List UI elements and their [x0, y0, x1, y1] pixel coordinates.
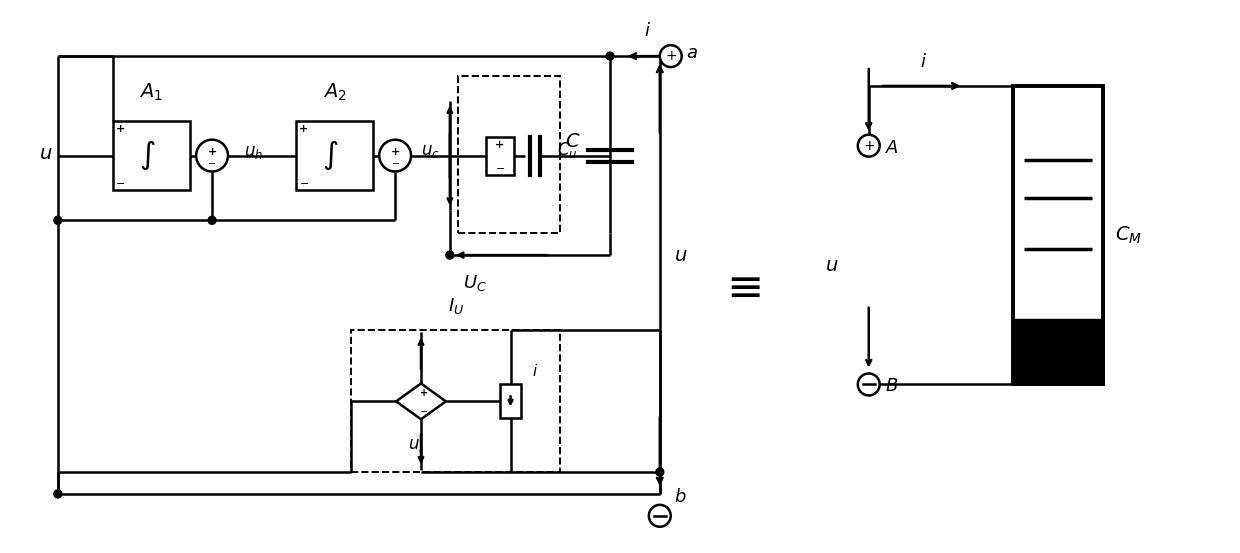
Circle shape: [208, 216, 216, 225]
Text: $+$: $+$: [665, 49, 677, 63]
Text: $-$: $-$: [299, 178, 309, 187]
Text: $-$: $-$: [495, 161, 505, 171]
Text: $C$: $C$: [564, 132, 580, 151]
Text: $I_U$: $I_U$: [448, 296, 464, 316]
Text: $a$: $a$: [686, 44, 698, 62]
Circle shape: [379, 140, 410, 171]
Bar: [1013, 86, 1102, 384]
Text: $u$: $u$: [40, 144, 53, 163]
Bar: [351, 330, 560, 472]
Text: +: +: [115, 124, 125, 134]
Text: +: +: [495, 140, 505, 150]
Circle shape: [858, 135, 879, 156]
Circle shape: [606, 52, 614, 60]
Text: $u_c$: $u_c$: [422, 142, 440, 160]
Circle shape: [660, 45, 682, 67]
Polygon shape: [396, 383, 446, 419]
Text: $-$: $-$: [391, 156, 399, 166]
Circle shape: [53, 490, 62, 498]
Text: $\int$: $\int$: [322, 139, 339, 173]
Text: $-$: $-$: [419, 405, 429, 415]
Circle shape: [858, 373, 879, 395]
Text: $A_1$: $A_1$: [139, 82, 164, 103]
Text: $C_u$: $C_u$: [557, 140, 578, 160]
Text: $C_M$: $C_M$: [1115, 225, 1142, 246]
Circle shape: [656, 468, 663, 476]
Text: $i$: $i$: [645, 22, 651, 40]
Text: $U_C$: $U_C$: [463, 273, 487, 293]
Bar: [500, 384, 522, 418]
Text: $\equiv$: $\equiv$: [718, 265, 761, 309]
Text: $i$: $i$: [920, 53, 928, 71]
Circle shape: [53, 216, 62, 225]
Text: +: +: [391, 147, 399, 156]
Text: $\int$: $\int$: [139, 139, 156, 173]
Text: $u_i$: $u_i$: [408, 436, 424, 454]
Text: $-$: $-$: [115, 178, 125, 187]
Text: $A$: $A$: [884, 139, 899, 156]
Text: +: +: [207, 147, 217, 156]
Circle shape: [196, 140, 228, 171]
Text: $b$: $b$: [673, 488, 686, 506]
Text: $i$: $i$: [532, 363, 538, 379]
Text: +: +: [299, 124, 309, 134]
Bar: [1013, 319, 1102, 384]
Text: $-$: $-$: [207, 156, 217, 166]
Bar: [113, 121, 190, 190]
Bar: [295, 121, 373, 190]
Text: $u$: $u$: [673, 246, 687, 264]
Text: $+$: $+$: [863, 139, 874, 153]
Bar: [486, 137, 513, 175]
Text: $A_2$: $A_2$: [322, 82, 346, 103]
Bar: [458, 76, 560, 233]
Text: +: +: [420, 388, 428, 398]
Text: $u_h$: $u_h$: [244, 143, 263, 160]
Circle shape: [446, 251, 454, 259]
Text: $u$: $u$: [826, 255, 839, 274]
Circle shape: [649, 505, 671, 527]
Text: $B$: $B$: [884, 378, 898, 395]
